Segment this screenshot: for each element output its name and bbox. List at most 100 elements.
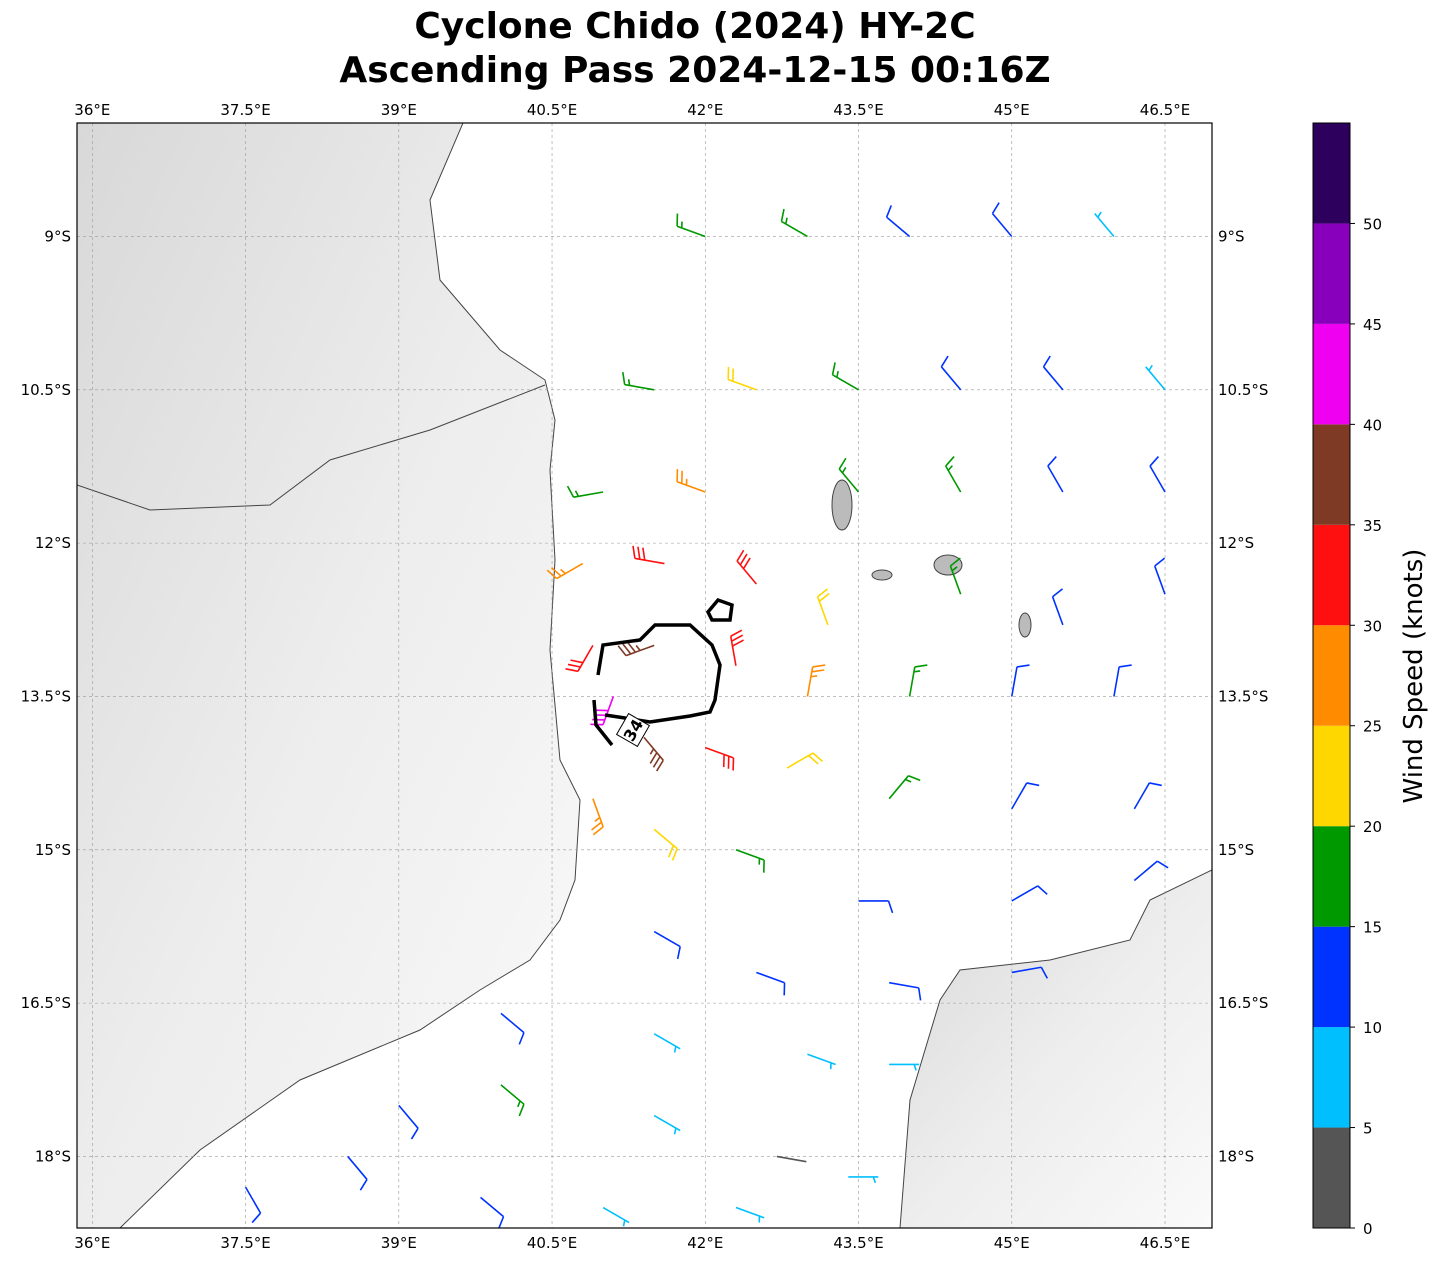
wind-barb	[889, 1063, 920, 1071]
wind-barb	[1133, 782, 1162, 810]
wind-barb	[622, 371, 655, 391]
colorbar-tick-label: 20	[1363, 818, 1382, 836]
wind-barb	[676, 213, 706, 238]
wind-barb	[1011, 966, 1049, 979]
x-tick-label: 46.5°E	[1140, 101, 1190, 119]
wind-barb	[565, 644, 594, 673]
wind-barb	[705, 746, 735, 771]
wind-barb	[727, 366, 757, 391]
wind-barb	[786, 752, 823, 769]
wind-barb	[807, 1053, 836, 1070]
x-tick-label: 40.5°E	[527, 1234, 577, 1252]
x-tick-label: 40.5°E	[527, 101, 577, 119]
wind-barb	[617, 641, 655, 657]
wind-barb	[591, 798, 604, 836]
wind-barb	[500, 1012, 525, 1045]
africa-land	[77, 123, 581, 1228]
colorbar-segment	[1313, 223, 1350, 324]
wind-barb	[1047, 456, 1064, 493]
wind-barb	[1051, 588, 1064, 626]
x-tick-label: 36°E	[74, 101, 110, 119]
wind-barb	[816, 588, 830, 626]
wind-barb	[858, 900, 894, 914]
contour-34kt	[592, 623, 722, 747]
colorbar-tick-label: 25	[1363, 718, 1382, 736]
x-tick-label: 42°E	[687, 101, 723, 119]
colorbar-segment	[1313, 826, 1350, 927]
x-tick-label: 37.5°E	[220, 1234, 270, 1252]
island	[871, 569, 893, 581]
wind-barb	[838, 457, 860, 493]
colorbar-tick-label: 5	[1363, 1120, 1373, 1138]
wind-barb	[398, 1104, 419, 1140]
x-tick-label: 39°E	[381, 101, 417, 119]
colorbar-tick-label: 15	[1363, 919, 1382, 937]
colorbar-tick-label: 30	[1363, 617, 1382, 635]
wind-barb	[1145, 364, 1166, 391]
island	[933, 554, 963, 576]
island	[1018, 612, 1032, 638]
wind-barb	[653, 1033, 681, 1053]
x-tick-label: 37.5°E	[220, 101, 270, 119]
title: Cyclone Chido (2024) HY-2C	[414, 6, 975, 47]
y-tick-label: 16.5°S	[21, 994, 71, 1012]
x-tick-label: 45°E	[994, 1234, 1030, 1252]
wind-barb	[1149, 456, 1166, 493]
colorbar-tick-label: 35	[1363, 517, 1382, 535]
wind-barb	[806, 664, 826, 697]
colorbar-frame	[1312, 122, 1351, 1229]
border	[77, 384, 546, 511]
x-tick-label: 36°E	[74, 1234, 110, 1252]
wind-barb	[776, 1155, 807, 1163]
wind-barb	[347, 1155, 368, 1191]
subtitle: Ascending Pass 2024-12-15 00:16Z	[339, 50, 1050, 91]
colorbar-tick-label: 45	[1363, 316, 1382, 334]
colorbar-tick-label: 0	[1363, 1220, 1373, 1238]
wind-barb	[546, 562, 584, 580]
colorbar-label: Wind Speed (knots)	[1399, 549, 1429, 804]
contour-34kt	[705, 597, 734, 622]
wind-barb	[244, 1186, 262, 1224]
wind-barb	[632, 545, 665, 565]
x-tick-label: 39°E	[381, 1234, 417, 1252]
y-tick-label: 13.5°S	[1218, 687, 1268, 705]
wind-barb	[1010, 664, 1030, 697]
contour-label-box	[615, 712, 651, 748]
wind-barb	[888, 774, 921, 800]
colorbar-tick-label: 40	[1363, 416, 1382, 434]
wind-barb	[780, 208, 808, 238]
wind-barb	[991, 202, 1013, 237]
x-tick-label: 43.5°E	[833, 101, 883, 119]
wind-barb	[1094, 211, 1115, 237]
island	[831, 479, 853, 531]
colorbar-segment	[1313, 625, 1350, 726]
x-tick-label: 43.5°E	[833, 1234, 883, 1252]
y-tick-label: 10.5°S	[21, 381, 71, 399]
wind-barb	[885, 205, 911, 238]
wind-barb	[729, 629, 744, 666]
colorbar-segment	[1313, 524, 1350, 626]
wind-barb	[653, 1114, 681, 1135]
colorbar-segment	[1313, 123, 1350, 224]
wind-barb	[653, 930, 681, 960]
wind-barb	[676, 469, 706, 493]
wind-barb	[736, 549, 757, 585]
wind-barb	[908, 664, 928, 697]
x-tick-label: 46.5°E	[1140, 1234, 1190, 1252]
y-tick-label: 12°S	[35, 534, 71, 552]
wind-barb	[1011, 782, 1040, 810]
y-tick-label: 9°S	[1218, 227, 1245, 245]
colorbar-segment	[1313, 424, 1350, 525]
wind-barb	[940, 355, 962, 391]
y-tick-label: 15°S	[1218, 841, 1254, 859]
wind-barb	[889, 981, 922, 1001]
y-tick-label: 13.5°S	[21, 687, 71, 705]
y-tick-label: 16.5°S	[1218, 994, 1268, 1012]
colorbar-segment	[1313, 323, 1350, 425]
y-tick-label: 18°S	[35, 1147, 71, 1165]
basemap: 34	[77, 123, 1212, 1228]
y-tick-label: 9°S	[44, 227, 71, 245]
madagascar-land	[899, 869, 1212, 1228]
x-tick-label: 45°E	[994, 101, 1030, 119]
